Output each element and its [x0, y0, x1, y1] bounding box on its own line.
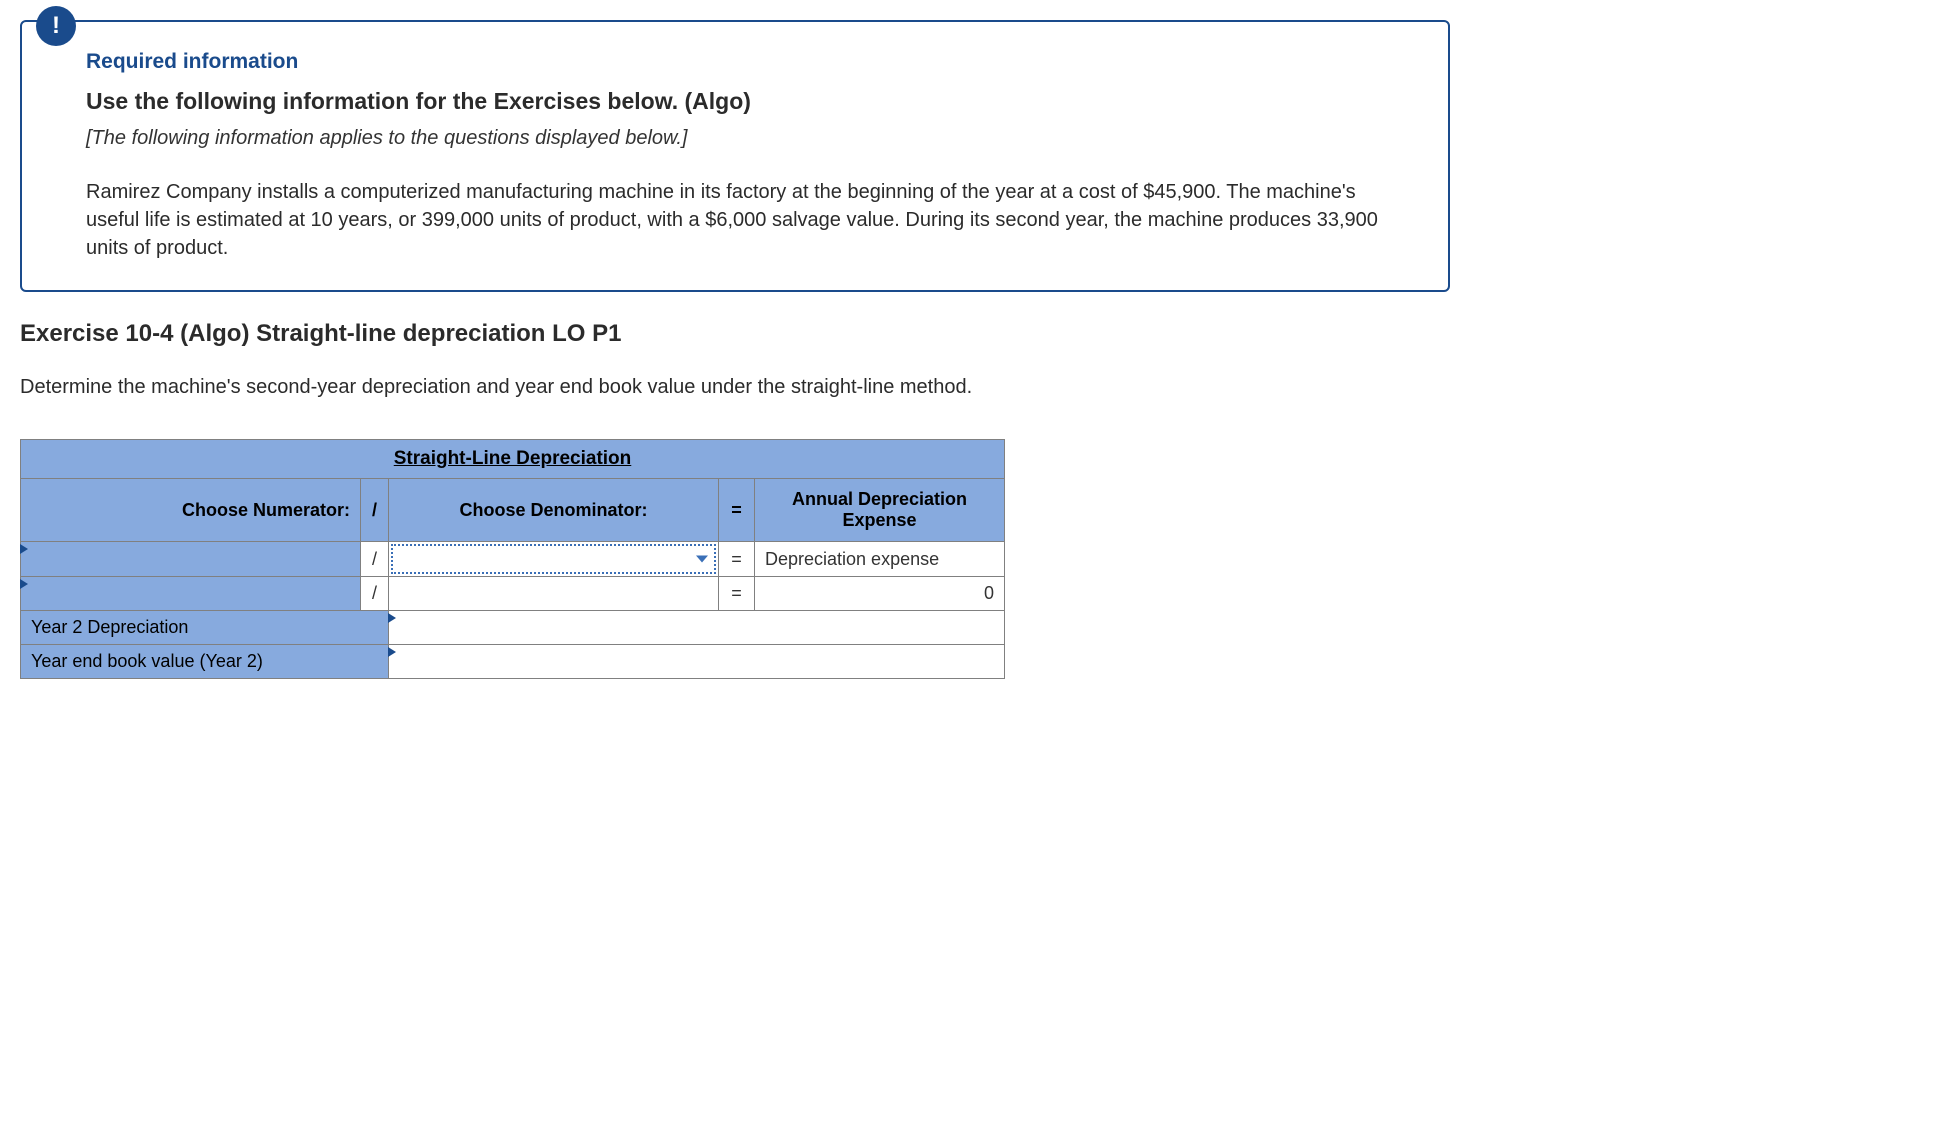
marker-icon — [388, 613, 396, 623]
depreciation-table: Straight-Line Depreciation Choose Numera… — [20, 439, 1005, 679]
required-heading: Required information — [86, 50, 1400, 74]
header-result: Annual Depreciation Expense — [755, 479, 1005, 542]
equals-cell-1: = — [719, 542, 755, 577]
slash-cell-1: / — [361, 542, 389, 577]
required-info-box: ! Required information Use the following… — [20, 20, 1450, 292]
equals-cell-2: = — [719, 577, 755, 611]
result-label-1: Depreciation expense — [755, 542, 1005, 577]
input-row-1: / = Depreciation expense — [21, 542, 1005, 577]
year2-dep-label: Year 2 Depreciation — [21, 611, 389, 645]
numerator-input-2[interactable] — [21, 577, 361, 611]
marker-icon — [388, 647, 396, 657]
exercise-heading: Exercise 10-4 (Algo) Straight-line depre… — [20, 320, 1936, 348]
scenario-text: Ramirez Company installs a computerized … — [86, 178, 1400, 262]
header-denominator: Choose Denominator: — [389, 479, 719, 542]
header-slash: / — [361, 479, 389, 542]
marker-icon — [20, 544, 28, 554]
year-end-bv-row: Year end book value (Year 2) — [21, 645, 1005, 679]
applies-note: [The following information applies to th… — [86, 127, 1400, 150]
header-numerator: Choose Numerator: — [21, 479, 361, 542]
slash-cell-2: / — [361, 577, 389, 611]
denominator-dropdown-1[interactable] — [389, 542, 719, 577]
numerator-dropdown-1[interactable] — [21, 542, 361, 577]
input-row-2: / = 0 — [21, 577, 1005, 611]
year-end-bv-input[interactable] — [389, 645, 1005, 679]
info-badge-icon: ! — [36, 6, 76, 46]
result-value-2: 0 — [755, 577, 1005, 611]
table-title-row: Straight-Line Depreciation — [21, 440, 1005, 479]
exclamation-icon: ! — [52, 12, 60, 40]
table-header-row: Choose Numerator: / Choose Denominator: … — [21, 479, 1005, 542]
year2-dep-row: Year 2 Depreciation — [21, 611, 1005, 645]
table-title: Straight-Line Depreciation — [394, 448, 632, 469]
denominator-input-2[interactable] — [389, 577, 719, 611]
use-heading: Use the following information for the Ex… — [86, 88, 1400, 115]
marker-icon — [20, 579, 28, 589]
header-equals: = — [719, 479, 755, 542]
chevron-down-icon — [696, 556, 708, 563]
year-end-bv-label: Year end book value (Year 2) — [21, 645, 389, 679]
exercise-instruction: Determine the machine's second-year depr… — [20, 376, 1936, 399]
year2-dep-input[interactable] — [389, 611, 1005, 645]
